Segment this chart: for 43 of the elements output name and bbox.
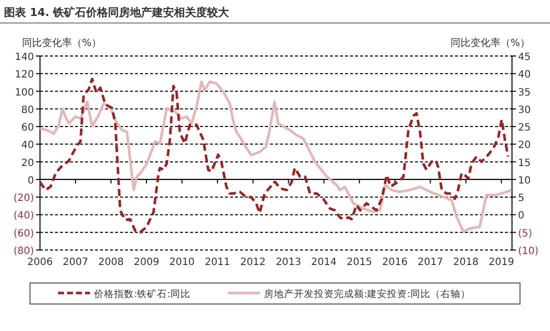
x-tick-label: 2013: [276, 257, 302, 268]
x-tick-label: 2014: [311, 257, 337, 268]
y-tick-label: 0: [28, 175, 34, 186]
y2-tick-label: 5: [518, 193, 524, 204]
y-tick-label: 120: [14, 70, 34, 81]
legend-label: 房地产开发投资完成额:建安投资:同比（右轴）: [264, 288, 470, 300]
y2-tick-label: (5): [518, 228, 532, 240]
chart-title: 图表 14. 铁矿石价格同房地产建安相关度较大: [4, 6, 230, 19]
y-tick-label: (40): [13, 210, 34, 222]
x-tick-label: 2019: [488, 257, 514, 268]
y2-tick-label: 40: [518, 70, 531, 81]
legend-label: 价格指数:铁矿石:同比: [93, 288, 190, 300]
x-tick-label: 2016: [382, 257, 408, 268]
y2-tick-label: 0: [518, 210, 524, 222]
y2-tick-label: 45: [518, 52, 531, 63]
y2-tick-label: 15: [518, 158, 531, 169]
y-tick-label: 140: [14, 52, 34, 63]
y-tick-label: 40: [21, 140, 34, 152]
y-tick-label: (80): [13, 246, 34, 257]
x-tick-label: 2007: [62, 257, 88, 268]
x-tick-label: 2012: [240, 257, 266, 268]
y-tick-label: (20): [13, 193, 34, 204]
y2-tick-label: 30: [518, 104, 531, 116]
y2-tick-label: 10: [518, 175, 531, 186]
y-tick-label: 80: [21, 104, 34, 116]
x-tick-label: 2018: [453, 257, 479, 268]
y2-tick-label: (10): [518, 246, 539, 257]
x-tick-label: 2006: [27, 257, 53, 268]
y2-tick-label: 20: [518, 140, 531, 152]
x-tick-label: 2008: [98, 257, 124, 268]
y2-tick-label: 35: [518, 87, 531, 98]
x-tick-label: 2010: [169, 257, 195, 268]
x-tick-label: 2009: [134, 257, 160, 268]
y-tick-label: 20: [21, 158, 34, 169]
y2-tick-label: 25: [518, 122, 531, 134]
x-tick-label: 2015: [346, 257, 372, 268]
y-tick-label: 100: [14, 87, 34, 98]
y-axis-title: 同比变化率（%）: [22, 37, 102, 49]
y-tick-label: 60: [21, 122, 34, 134]
x-tick-label: 2011: [204, 257, 230, 268]
y-tick-label: (60): [13, 228, 34, 240]
x-tick-label: 2017: [418, 257, 444, 268]
y2-axis-title: 同比变化率（%）: [450, 37, 530, 49]
